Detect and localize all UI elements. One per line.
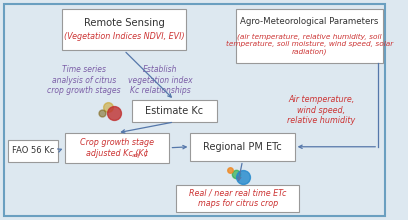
Text: adj: adj [132,153,140,158]
Text: FAO 56 Kc: FAO 56 Kc [12,146,54,155]
FancyBboxPatch shape [191,133,295,161]
Text: Agro-Meteorological Parameters: Agro-Meteorological Parameters [240,17,379,26]
FancyBboxPatch shape [131,100,217,122]
Text: adjusted Kc (Kc: adjusted Kc (Kc [86,149,149,158]
Text: Air temperature,
wind speed,
relative humidity: Air temperature, wind speed, relative hu… [287,95,355,125]
Text: (Vegetation Indices NDVI, EVI): (Vegetation Indices NDVI, EVI) [64,32,184,41]
Text: Remote Sensing: Remote Sensing [84,18,164,28]
Text: Regional PM ETc: Regional PM ETc [203,142,282,152]
FancyBboxPatch shape [176,185,299,212]
Text: Real / near real time ETc
maps for citrus crop: Real / near real time ETc maps for citru… [189,189,286,208]
Text: Crop growth stage: Crop growth stage [80,138,154,147]
FancyBboxPatch shape [62,9,186,50]
FancyBboxPatch shape [236,9,383,63]
FancyBboxPatch shape [65,133,169,163]
Text: Establish
vegetation index
Kc relationships: Establish vegetation index Kc relationsh… [128,65,192,95]
Text: (air temperature, relative humidity, soil
temperature, soil moisture, wind speed: (air temperature, relative humidity, soi… [226,34,393,55]
Text: Time series
analysis of citrus
crop growth stages: Time series analysis of citrus crop grow… [47,65,121,95]
FancyBboxPatch shape [8,140,58,162]
Text: ): ) [144,149,147,158]
Text: Estimate Kc: Estimate Kc [145,106,203,116]
FancyBboxPatch shape [4,4,385,216]
